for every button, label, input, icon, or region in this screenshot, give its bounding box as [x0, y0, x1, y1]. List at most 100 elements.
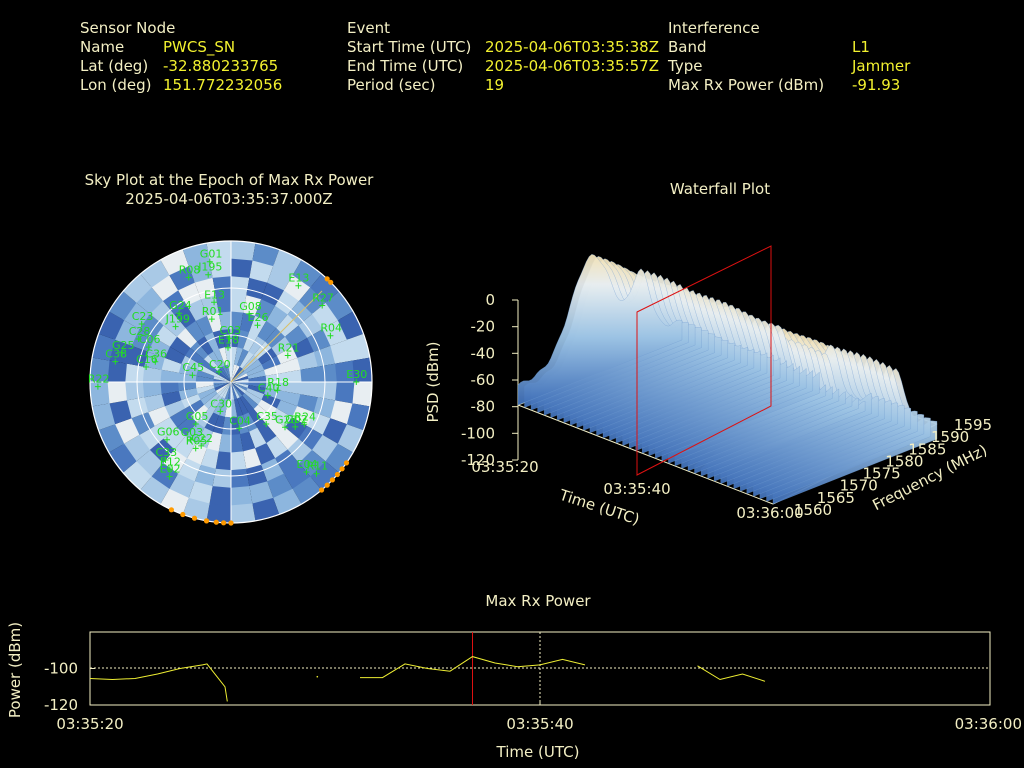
- waterfall-freq-tick-label: 1595: [954, 416, 992, 434]
- power-y-tick-label: -120: [44, 696, 78, 714]
- sky-satellite: C35: [256, 410, 278, 427]
- sensor-name-label: Name: [80, 38, 125, 56]
- waterfall-time-tick-label: 03:35:40: [603, 480, 670, 498]
- sky-sector: [203, 393, 220, 410]
- sky-interference-markers: [168, 276, 350, 526]
- sky-satellite-marker: [112, 358, 119, 365]
- waterfall-freq-tick-label: 1570: [840, 477, 878, 495]
- sky-sector: [180, 355, 201, 370]
- sky-sector: [196, 335, 214, 355]
- sky-sector: [231, 434, 244, 454]
- sky-sector: [218, 346, 228, 366]
- sky-sector: [212, 415, 225, 435]
- sky-satellite-label: G03: [181, 426, 204, 439]
- sky-satellite-label: G05: [186, 410, 209, 423]
- waterfall-psd-tick-label: -100: [461, 424, 495, 442]
- sky-satellite: E12: [160, 455, 181, 473]
- power-series-point: [316, 675, 319, 678]
- sensor-node-title: Sensor Node: [80, 19, 176, 37]
- sky-satellite: G06: [157, 426, 180, 443]
- power-series: [89, 656, 766, 702]
- sky-sector: [147, 337, 170, 358]
- sky-sector: [188, 481, 213, 506]
- sky-sector: [214, 373, 231, 382]
- waterfall-time-axis: [517, 404, 774, 505]
- max-rx-power-title: Max Rx Power: [485, 592, 591, 610]
- sky-sector: [143, 394, 165, 413]
- sky-sector: [257, 422, 277, 444]
- sky-sector: [212, 274, 231, 296]
- sky-sector: [231, 375, 249, 382]
- sky-sector: [195, 382, 214, 389]
- sky-satellite-marker: [172, 323, 179, 330]
- sky-satellite: R27: [312, 292, 334, 309]
- interference-band-value: L1: [852, 38, 870, 56]
- sky-satellite: R24: [294, 410, 316, 428]
- sky-satellite-marker: [164, 436, 170, 443]
- sky-sector: [169, 336, 191, 356]
- sky-sector: [196, 409, 214, 429]
- sky-satellite: G08: [239, 300, 262, 317]
- waterfall-freq-tick-label: 1580: [885, 452, 923, 470]
- sky-sector: [237, 348, 249, 367]
- sky-satellite-marker: [295, 282, 302, 289]
- sky-sector: [159, 382, 179, 395]
- sky-sector: [231, 328, 241, 348]
- sky-satellite-label: G01: [200, 248, 223, 261]
- sky-sector: [312, 301, 340, 330]
- sky-sector: [231, 451, 247, 472]
- sky-sector: [300, 366, 321, 382]
- sky-satellite-marker: [176, 310, 183, 317]
- sky-sector: [231, 503, 256, 523]
- sky-satellite: G02: [285, 413, 308, 430]
- sky-satellite-marker: [192, 445, 199, 452]
- sky-sector: [107, 290, 137, 321]
- sky-sector: [204, 412, 219, 433]
- sky-satellite: E26: [248, 311, 268, 329]
- sky-sector: [231, 274, 250, 296]
- sky-sector: [244, 359, 262, 374]
- sky-sector: [317, 382, 339, 401]
- sky-sector: [195, 427, 213, 450]
- sky-sector: [231, 241, 256, 261]
- sky-satellite-label: G08: [239, 300, 262, 313]
- sky-satellite: G01: [200, 248, 223, 265]
- waterfall-freq-tick-label: 1575: [863, 465, 901, 483]
- interference-type-label: Type: [668, 57, 703, 75]
- sky-satellite-label: C38: [105, 348, 127, 361]
- waterfall-time-tick-label: 03:35:20: [471, 458, 538, 476]
- sky-sector: [221, 416, 231, 436]
- sky-sector: [206, 241, 231, 261]
- sky-sector: [159, 488, 189, 517]
- power-x-ticks: 03:35:20 03:35:40 03:36:00: [56, 700, 1022, 733]
- sky-sector: [231, 382, 235, 400]
- sky-satellite-marker: [205, 271, 212, 278]
- sky-satellite: C20: [209, 358, 231, 375]
- sky-satellite: R11: [307, 460, 329, 477]
- sky-sector: [231, 310, 244, 330]
- sky-satellite: E13: [204, 288, 225, 306]
- sky-satellite-label: R01: [202, 305, 224, 318]
- sky-satellite: C06: [139, 333, 160, 351]
- waterfall-time-ticks: 03:35:20 03:35:40 03:36:00: [471, 458, 803, 522]
- sky-satellite-label: C03: [220, 324, 242, 337]
- sky-sector: [246, 364, 265, 376]
- sky-sector: [352, 357, 372, 382]
- sky-sector: [90, 382, 110, 407]
- sky-sector: [231, 382, 247, 394]
- sky-sector: [160, 357, 182, 373]
- sky-sector: [275, 289, 300, 315]
- sky-satellite-label: R21: [278, 342, 300, 355]
- sky-satellite-label: G25: [112, 339, 135, 352]
- sky-sector: [265, 372, 285, 382]
- sky-sector: [184, 347, 204, 365]
- sky-satellite-marker: [225, 344, 231, 351]
- sky-sector: [204, 331, 219, 352]
- sky-sector: [213, 382, 231, 386]
- sky-sector: [248, 335, 266, 355]
- sky-satellite-label: R05: [186, 434, 208, 447]
- sky-sector: [234, 346, 244, 366]
- waterfall-psd-tick-label: -120: [461, 451, 495, 469]
- sky-satellite-label: R11: [307, 460, 329, 473]
